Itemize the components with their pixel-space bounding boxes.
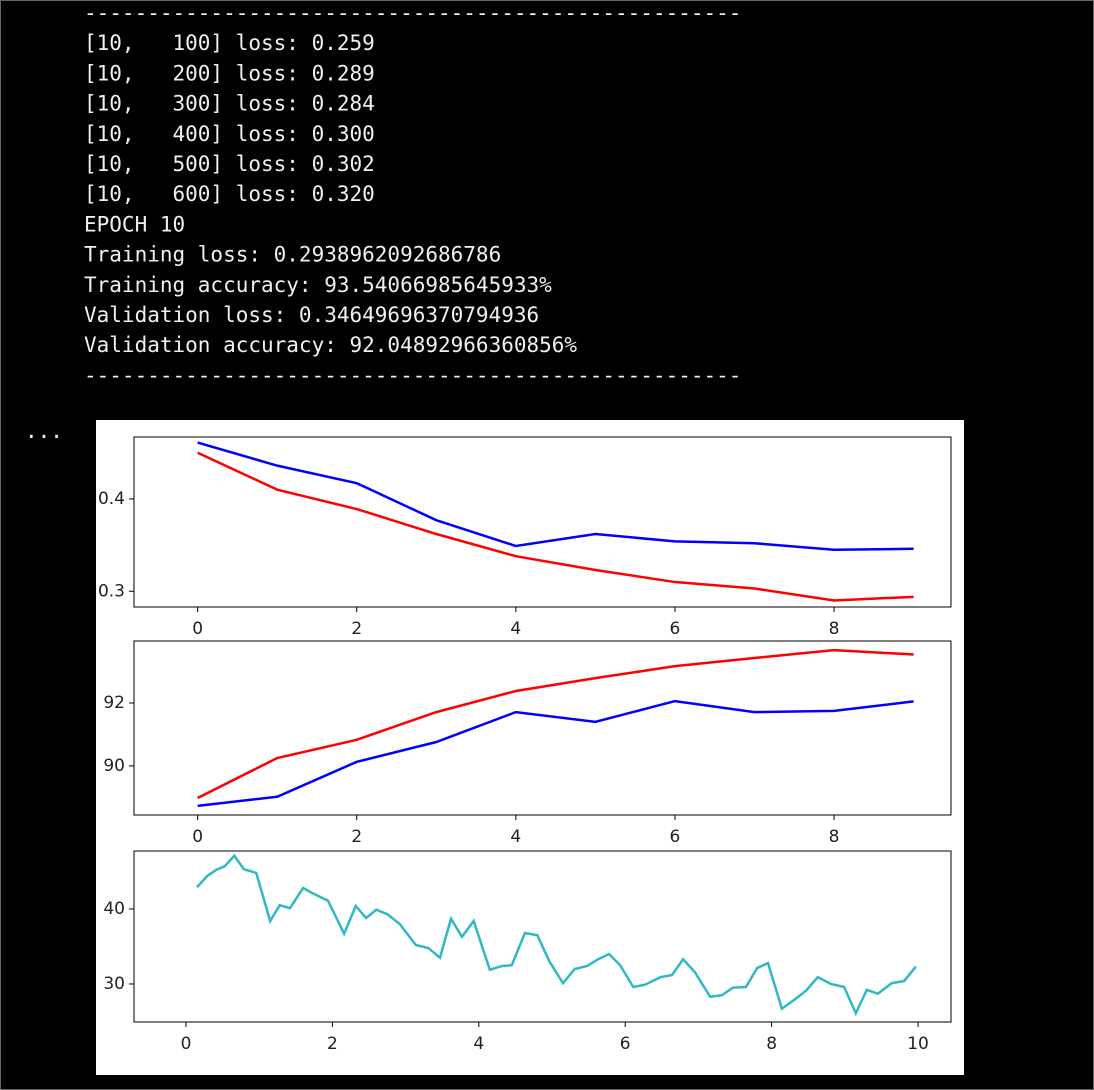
x-tick-label: 4 <box>510 619 521 639</box>
terminal-line: Validation accuracy: 92.04892966360856% <box>84 333 577 357</box>
terminal-line: [10, 200] loss: 0.289 <box>84 61 375 85</box>
terminal-line: [10, 300] loss: 0.284 <box>84 92 375 116</box>
axes-frame <box>133 436 952 608</box>
x-tick-label: 2 <box>351 619 362 639</box>
figure <box>96 420 964 1075</box>
x-tick-label: 0 <box>192 619 203 639</box>
cell-marker: ... <box>25 419 63 443</box>
x-tick-label: 0 <box>192 827 203 847</box>
terminal-line: [10, 100] loss: 0.259 <box>84 31 375 55</box>
x-tick-label: 6 <box>670 619 681 639</box>
x-tick-label: 8 <box>829 619 840 639</box>
x-tick-label: 0 <box>181 1034 192 1054</box>
x-tick-label: 6 <box>670 827 681 847</box>
x-tick-label: 2 <box>351 827 362 847</box>
terminal-line: Validation loss: 0.34649696370794936 <box>84 303 539 327</box>
axes-frame <box>133 850 952 1023</box>
x-tick-label: 2 <box>327 1034 338 1054</box>
y-tick-label: 90 <box>103 756 125 776</box>
x-tick-label: 8 <box>766 1034 777 1054</box>
terminal-line: [10, 500] loss: 0.302 <box>84 152 375 176</box>
y-tick-label: 30 <box>103 974 125 994</box>
terminal-line: EPOCH 10 <box>84 212 185 236</box>
terminal-line: [10, 400] loss: 0.300 <box>84 122 375 146</box>
series-line <box>197 441 914 551</box>
x-tick-label: 6 <box>620 1034 631 1054</box>
terminal-line: ----------------------------------------… <box>84 363 741 387</box>
terminal-line: ----------------------------------------… <box>84 1 741 25</box>
x-tick-label: 10 <box>907 1034 929 1054</box>
y-tick-label: 92 <box>103 693 125 713</box>
series-line <box>196 853 917 1017</box>
series-line <box>197 699 914 808</box>
axes-frame <box>133 640 952 816</box>
terminal-line: Training loss: 0.2938962092686786 <box>84 243 501 267</box>
x-tick-label: 4 <box>510 827 521 847</box>
series-line <box>197 648 914 800</box>
y-tick-label: 0.3 <box>98 581 125 601</box>
y-tick-label: 40 <box>103 899 125 919</box>
series-line <box>197 451 914 602</box>
x-tick-label: 8 <box>829 827 840 847</box>
x-tick-label: 4 <box>473 1034 484 1054</box>
terminal-line: Training accuracy: 93.54066985645933% <box>84 273 552 297</box>
y-tick-label: 0.4 <box>98 489 125 509</box>
terminal-line: [10, 600] loss: 0.320 <box>84 182 375 206</box>
